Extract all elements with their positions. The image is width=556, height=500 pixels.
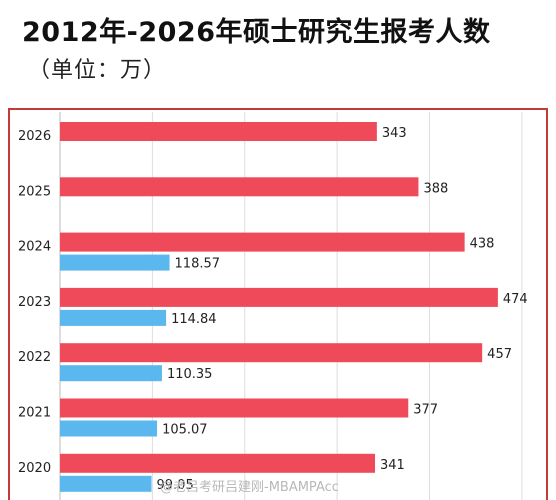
data-label-secondary: 114.84 [171, 312, 217, 327]
data-label-primary: 343 [382, 126, 407, 141]
bar-primary [60, 122, 377, 141]
y-tick-label: 2026 [18, 129, 51, 144]
data-label-primary: 474 [503, 292, 528, 307]
y-tick-label: 2024 [18, 240, 51, 255]
bar-primary [60, 177, 419, 197]
data-label-secondary: 105.07 [162, 423, 208, 438]
y-tick-label: 2023 [18, 295, 51, 310]
watermark-text: @老吕考研吕建刚-MBAMPAcc [160, 480, 339, 495]
data-label-primary: 377 [413, 403, 438, 418]
bar-primary [60, 398, 409, 418]
data-label-primary: 438 [470, 237, 495, 252]
data-label-primary: 457 [487, 347, 512, 362]
bar-primary [60, 287, 498, 307]
bar-primary [60, 343, 483, 363]
chart-title: 2012年-2026年硕士研究生报考人数 [22, 17, 491, 48]
data-label-secondary: 99.05 [157, 478, 194, 493]
bar-primary [60, 232, 465, 252]
data-label-secondary: 118.57 [175, 257, 221, 272]
bar-primary [60, 453, 376, 473]
bar-secondary [60, 254, 170, 271]
y-tick-label: 2025 [18, 184, 51, 199]
bar-secondary [60, 475, 152, 492]
data-label-primary: 341 [380, 458, 405, 473]
y-tick-label: 2022 [18, 350, 51, 365]
chart-frame [8, 108, 548, 500]
data-label-primary: 388 [423, 181, 448, 196]
chart-header: 2012年-2026年硕士研究生报考人数 （单位：万） [0, 0, 556, 110]
y-tick-label: 2020 [18, 461, 51, 476]
data-label-secondary: 110.35 [167, 367, 213, 382]
y-tick-label: 2021 [18, 406, 51, 421]
bar-secondary [60, 420, 158, 437]
chart-subtitle: （单位：万） [28, 58, 167, 83]
bar-secondary [60, 309, 167, 326]
bar-secondary [60, 365, 162, 382]
